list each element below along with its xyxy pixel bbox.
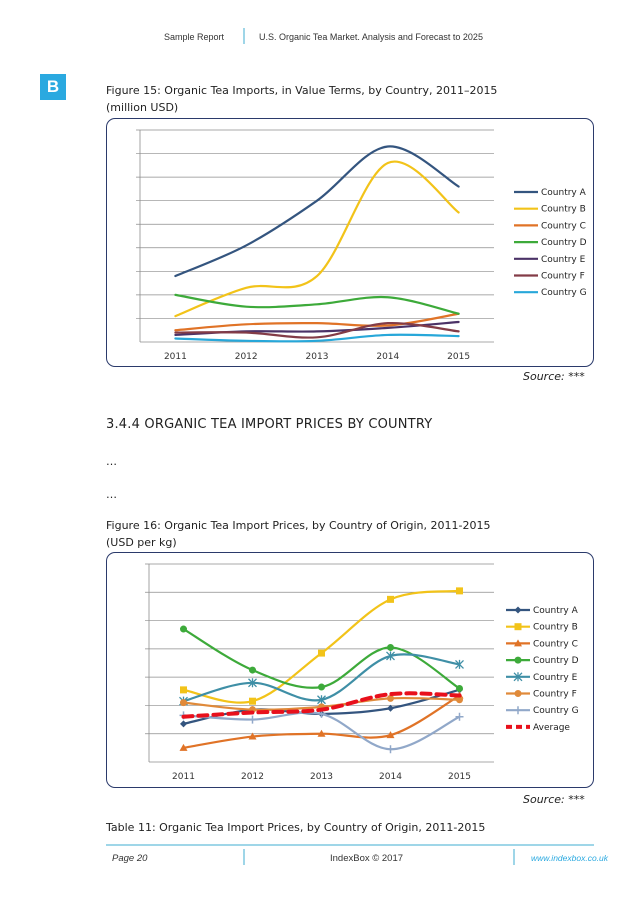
fig15-series-line-country-b [174, 160, 460, 318]
fig15-legend-label: Country C [541, 221, 586, 231]
fig16-legend-marker [514, 706, 522, 715]
fig15-series-line-country-f [174, 322, 460, 339]
fig16-data-point [248, 715, 257, 724]
figure16-chart-frame: 2011 2012 2013 2014 2015 Country A Country B Co… [106, 552, 594, 788]
fig16-data-point [249, 697, 256, 705]
section-badge: B [40, 74, 66, 100]
fig15-x-tick-label: 2012 [235, 352, 258, 362]
figure15-chart: 2011 2012 2013 2014 2015 Country A Country B Co… [136, 129, 587, 362]
fig16-data-point [248, 732, 257, 740]
section-ellipsis-2: … [106, 488, 117, 501]
figure15-source: Source: *** [523, 370, 585, 383]
fig15-x-tick-label: 2015 [447, 352, 470, 362]
fig16-data-point [180, 625, 187, 633]
fig15-legend-label: Country D [541, 238, 587, 248]
fig15-x-tick-label: 2011 [164, 352, 187, 362]
fig16-legend-marker [514, 690, 522, 697]
fig15-x-tick-label: 2014 [376, 352, 399, 362]
fig16-data-point [180, 720, 187, 728]
fig16-data-point [387, 704, 394, 712]
fig16-data-point [456, 587, 463, 595]
fig16-data-point [179, 743, 188, 751]
fig16-legend-marker [514, 623, 522, 631]
figure15-caption-line1: Figure 15: Organic Tea Imports, in Value… [106, 84, 498, 97]
fig15-legend-label: Country E [541, 255, 586, 265]
fig16-data-point [386, 731, 395, 739]
fig16-data-point [386, 745, 395, 754]
fig15-series-line-country-g [174, 333, 460, 343]
fig16-data-point [317, 695, 326, 705]
fig16-data-point [318, 649, 325, 657]
fig16-legend-label: Average [533, 723, 570, 733]
fig15-x-tick-label: 2013 [306, 352, 329, 362]
footer-website-link[interactable]: www.indexbox.co.uk [531, 853, 609, 863]
figure15-caption-line2: (million USD) [106, 101, 179, 114]
fig16-data-point [456, 696, 463, 704]
fig15-legend-label: Country F [541, 272, 585, 282]
fig15-legend-label: Country B [541, 205, 586, 215]
fig16-data-point [317, 729, 326, 737]
fig16-legend-label: Country B [533, 623, 578, 633]
fig15-series-line-country-a [174, 145, 460, 278]
fig16-legend-marker [514, 606, 522, 614]
fig16-legend-marker [513, 672, 523, 682]
fig16-data-point [249, 666, 256, 674]
fig16-data-point [248, 678, 257, 688]
fig15-legend-label: Country G [541, 288, 587, 298]
fig16-data-point [180, 686, 187, 694]
fig16-x-tick-label: 2014 [379, 772, 402, 782]
fig16-data-point [387, 643, 394, 651]
fig16-x-tick-label: 2011 [172, 772, 195, 782]
header-separator [243, 28, 245, 44]
footer-copyright: IndexBox © 2017 [330, 853, 404, 864]
table11-caption: Table 11: Organic Tea Import Prices, by … [106, 821, 486, 834]
fig16-series-line-country-e [182, 653, 461, 703]
figure16-chart: 2011 2012 2013 2014 2015 Country A Country B Co… [145, 563, 579, 782]
footer-page-number: Page 20 [112, 853, 148, 864]
fig15-series-line-country-d [174, 293, 460, 315]
footer-separator-right [513, 849, 515, 865]
fig15-legend-label: Country A [541, 188, 587, 198]
fig16-legend-label: Country E [533, 673, 578, 683]
header-report-title: U.S. Organic Tea Market. Analysis and Fo… [259, 32, 483, 42]
fig16-series-line-average [181, 691, 462, 719]
figure16-source: Source: *** [523, 793, 585, 806]
fig16-data-point [387, 595, 394, 603]
footer-rule [106, 844, 594, 846]
fig16-legend-marker [514, 639, 522, 647]
fig16-legend-label: Country C [533, 639, 578, 649]
section-ellipsis-1: … [106, 455, 117, 468]
fig16-legend-marker [514, 656, 522, 664]
header-report-label: Sample Report [164, 32, 225, 42]
fig16-data-point [387, 694, 394, 702]
fig16-legend-label: Country G [533, 706, 579, 716]
fig15-series-line-country-c [174, 312, 460, 332]
fig16-data-point [318, 683, 325, 691]
fig16-data-point [386, 651, 395, 661]
figure15-chart-frame: 2011 2012 2013 2014 2015 Country A Country B Co… [106, 118, 594, 367]
figure16-caption-line2: (USD per kg) [106, 536, 177, 549]
fig16-x-tick-label: 2013 [310, 772, 333, 782]
fig16-data-point [455, 659, 464, 669]
fig16-data-point [456, 684, 463, 692]
fig16-data-point [180, 699, 187, 707]
fig16-x-tick-label: 2015 [448, 772, 471, 782]
section-heading: 3.4.4 ORGANIC TEA IMPORT PRICES BY COUNT… [106, 417, 433, 432]
fig16-x-tick-label: 2012 [241, 772, 264, 782]
fig16-legend-label: Country D [533, 656, 579, 666]
fig16-legend-label: Country A [533, 606, 579, 616]
footer-separator-left [243, 849, 245, 865]
fig16-series-line-country-d [182, 627, 461, 690]
fig16-legend-label: Country F [533, 690, 577, 700]
fig16-data-point [455, 712, 464, 721]
figure16-caption-line1: Figure 16: Organic Tea Import Prices, by… [106, 519, 491, 532]
